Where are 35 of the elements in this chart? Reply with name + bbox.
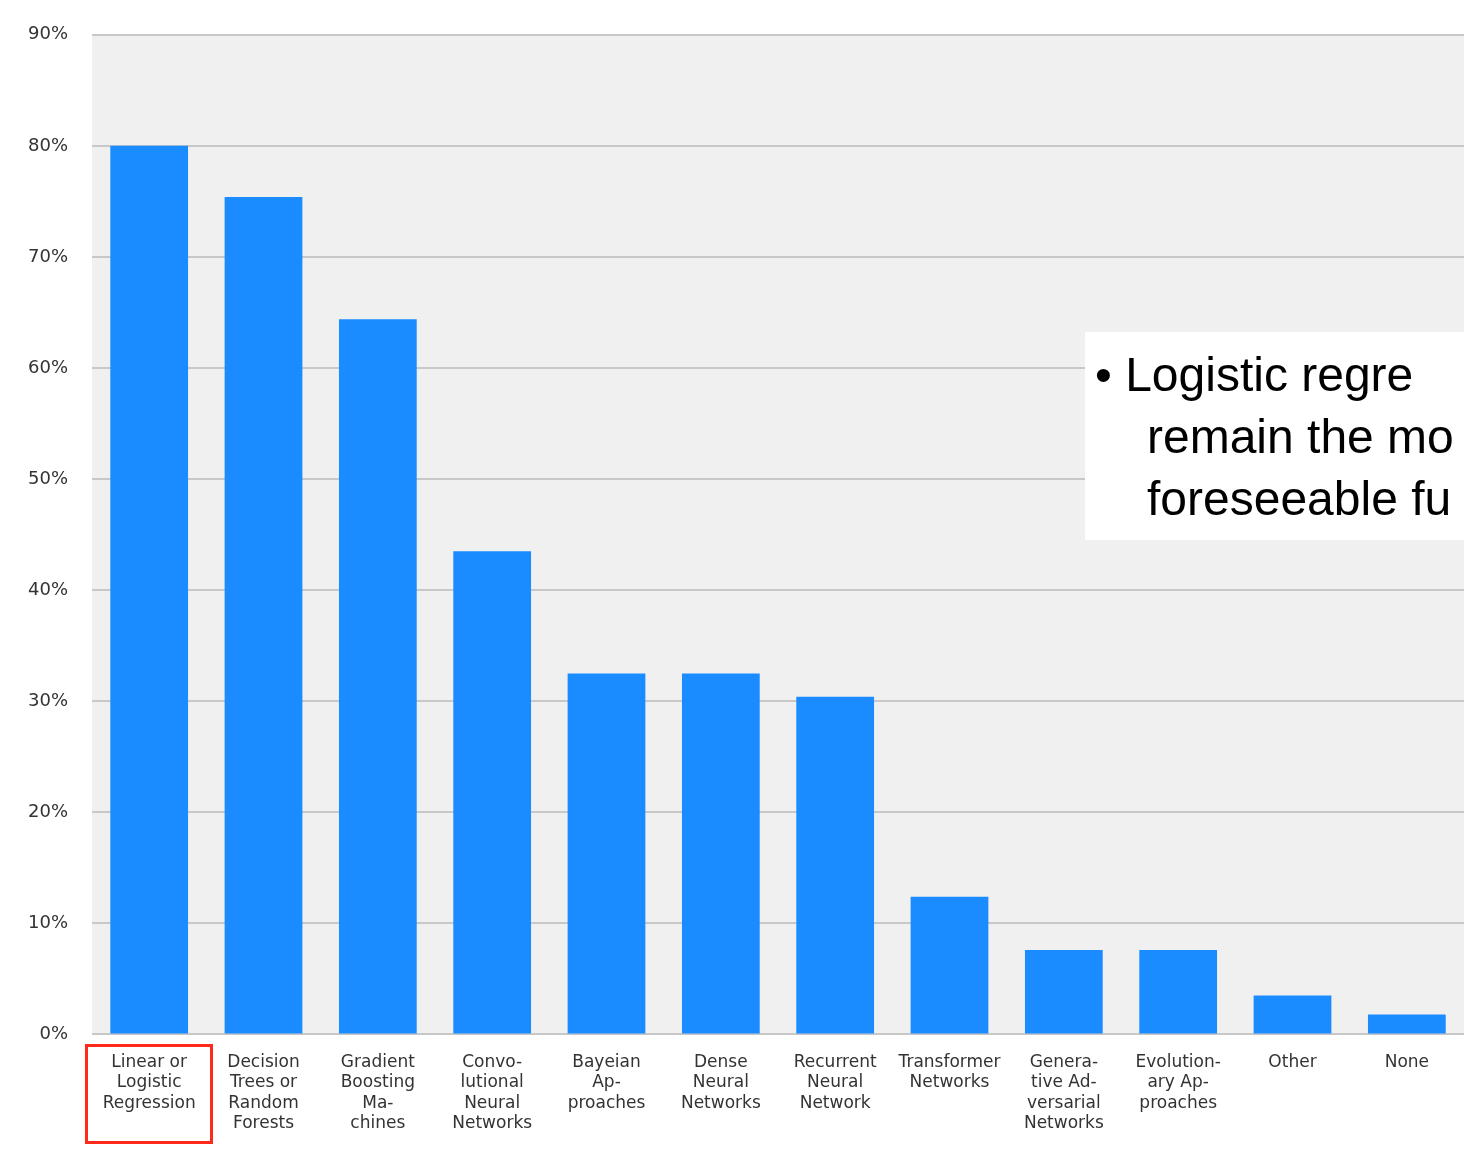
bar — [681, 673, 760, 1034]
bar — [910, 896, 989, 1034]
x-tick-label: Evolution- ary Ap- proaches — [1135, 1051, 1221, 1112]
bar — [224, 196, 303, 1034]
y-tick-label: 30% — [27, 688, 69, 710]
bar — [338, 319, 417, 1034]
x-tick-label: Dense Neural Networks — [680, 1051, 761, 1112]
x-tick-label: Linear or Logistic Regression — [102, 1051, 196, 1112]
annotation: • Logistic regre remain the mo foreseeable fu — [1085, 332, 1464, 540]
x-tick-label: Decision Trees or Random Forests — [227, 1051, 300, 1133]
bar — [110, 145, 189, 1034]
x-tick-label: Gradient Boosting Ma- chines — [340, 1051, 416, 1133]
x-tick-label: Transformer Networks — [897, 1051, 1001, 1092]
x-tick-label: Convo- lutional Neural Networks — [452, 1051, 533, 1133]
y-tick-label: 80% — [27, 133, 69, 155]
x-tick-label: Recurrent Neural Network — [793, 1051, 877, 1112]
y-tick-label: 90% — [27, 22, 69, 44]
y-tick-label: 60% — [27, 355, 69, 377]
bar — [1253, 995, 1332, 1034]
y-tick-label: 0% — [39, 1022, 69, 1044]
bar — [1139, 949, 1218, 1034]
y-tick-label: 70% — [27, 244, 69, 266]
bar — [1024, 949, 1103, 1034]
x-tick-label: None — [1384, 1051, 1430, 1072]
y-tick-label: 50% — [27, 466, 69, 488]
x-tick-label: Genera- tive Ad- versarial Networks — [1023, 1051, 1104, 1133]
x-tick-label: Bayeian Ap- proaches — [567, 1051, 646, 1112]
bar — [453, 551, 532, 1034]
y-tick-label: 10% — [27, 911, 69, 933]
bar — [567, 673, 646, 1034]
bar — [1367, 1014, 1446, 1034]
y-tick-label: 20% — [27, 799, 69, 821]
y-tick-label: 40% — [27, 577, 69, 599]
x-tick-label: Other — [1268, 1051, 1317, 1072]
bar — [796, 696, 875, 1034]
